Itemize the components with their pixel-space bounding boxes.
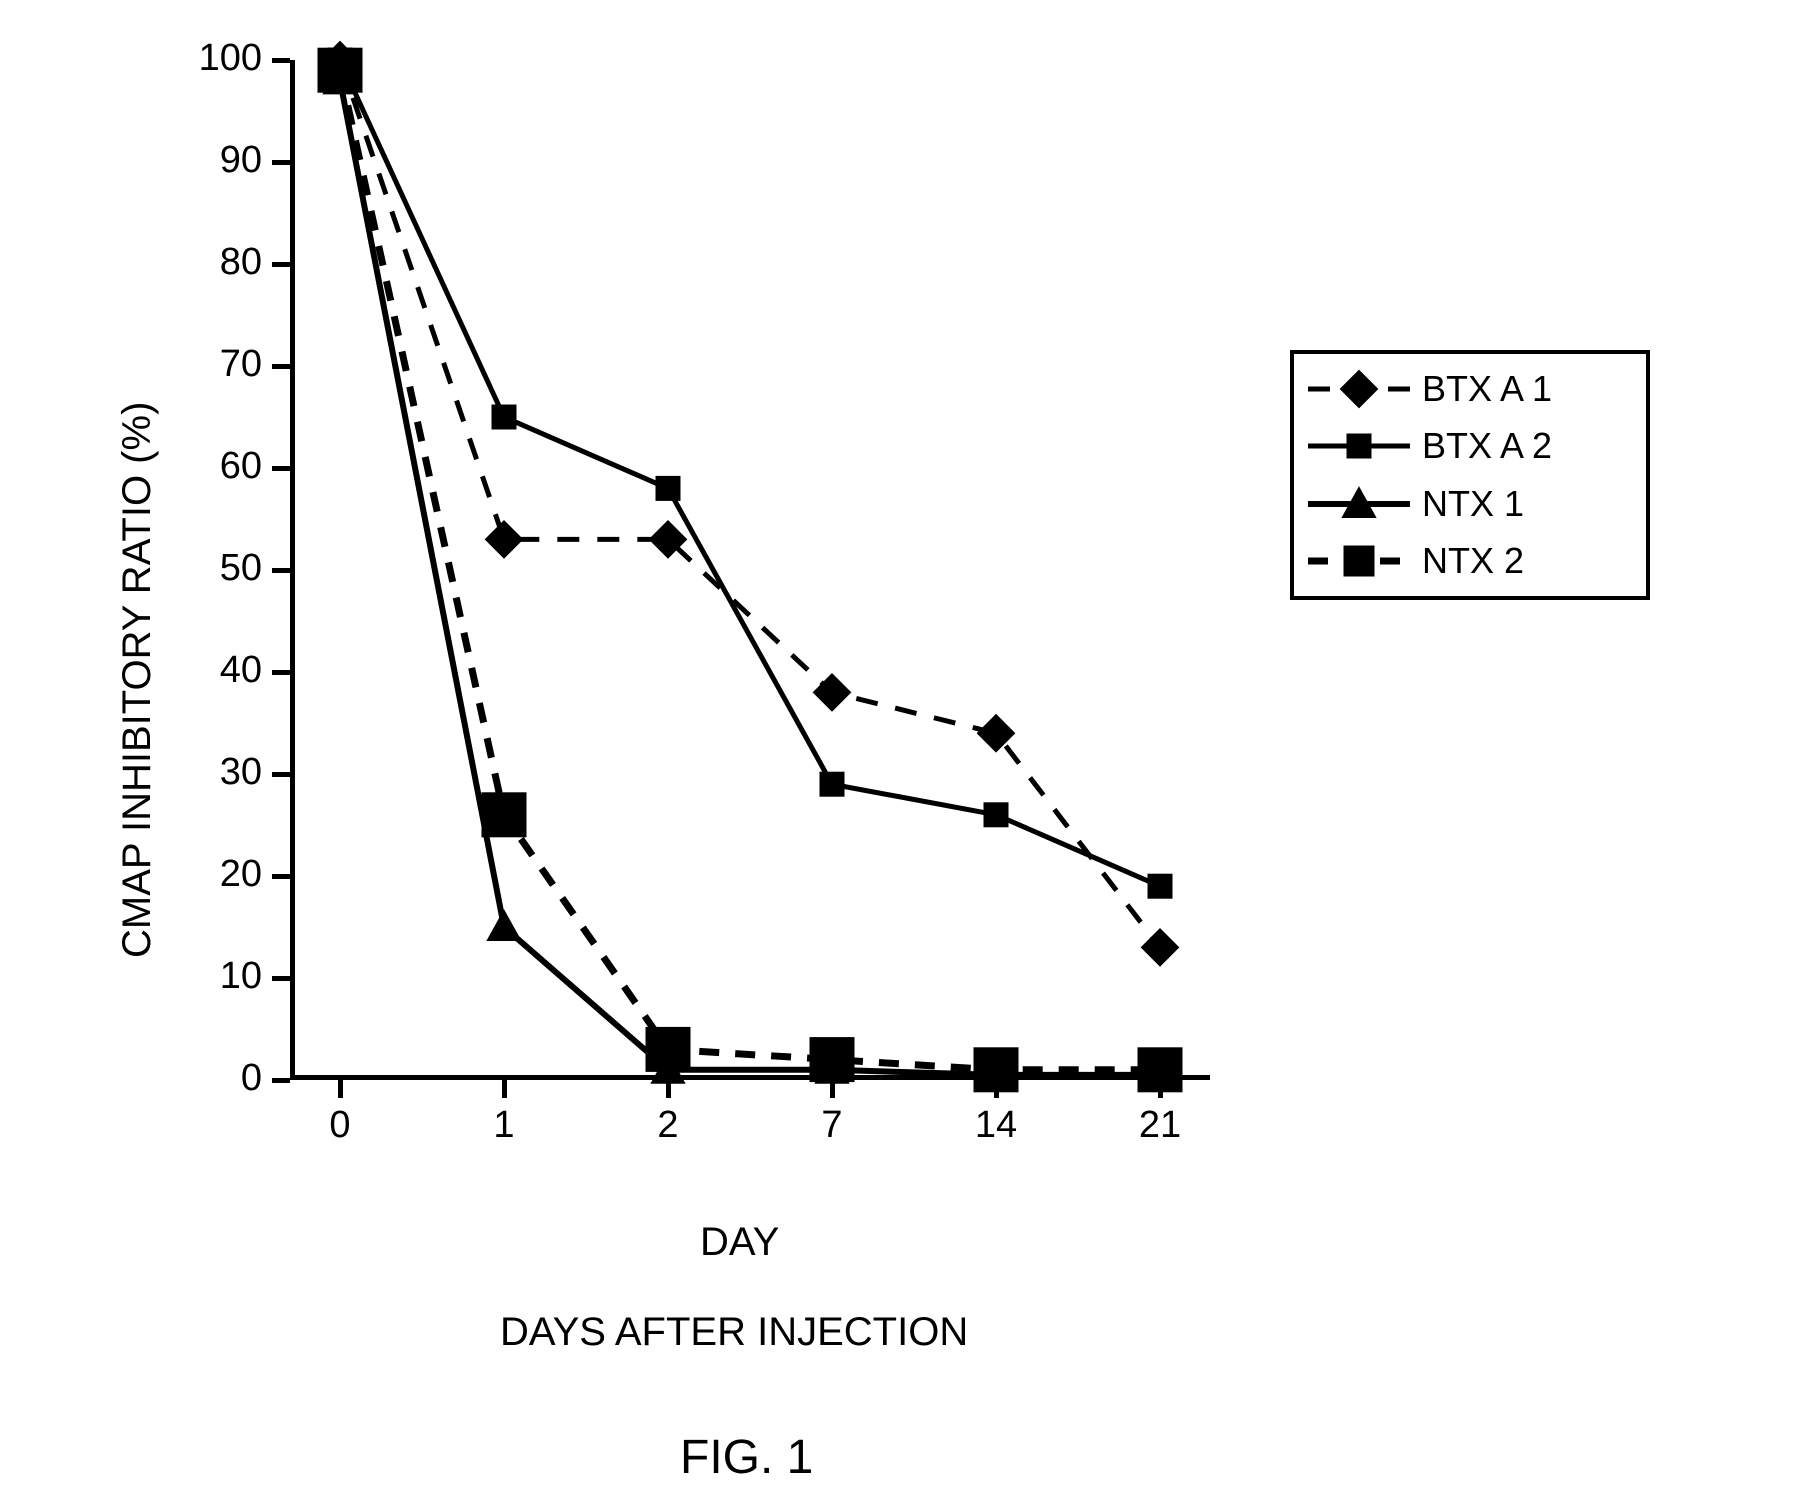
legend-label: BTX A 1 — [1422, 368, 1552, 410]
series-marker — [318, 48, 362, 92]
x-tick — [994, 1080, 999, 1098]
y-tick-label: 40 — [162, 649, 262, 692]
x-tick-label: 1 — [464, 1104, 544, 1147]
legend-label: BTX A 2 — [1422, 425, 1552, 467]
series-marker — [656, 476, 680, 500]
series-marker — [646, 1027, 690, 1071]
x-tick-label: 2 — [628, 1104, 708, 1147]
series-marker — [1141, 929, 1178, 966]
x-axis-title: DAY — [700, 1220, 779, 1265]
y-tick-label: 30 — [162, 751, 262, 794]
series-marker — [482, 793, 526, 837]
series-marker — [820, 772, 844, 796]
legend-item: BTX A 1 — [1304, 360, 1636, 418]
legend-label: NTX 2 — [1422, 540, 1524, 582]
legend-item: NTX 1 — [1304, 475, 1636, 533]
legend-item: NTX 2 — [1304, 533, 1636, 591]
series-marker — [984, 803, 1008, 827]
y-tick-label: 50 — [162, 547, 262, 590]
y-tick-label: 100 — [162, 37, 262, 80]
series-marker — [492, 405, 516, 429]
series-marker — [1148, 874, 1172, 898]
y-tick — [272, 874, 290, 879]
y-tick — [272, 364, 290, 369]
y-tick — [272, 1078, 290, 1083]
figure-caption: FIG. 1 — [680, 1430, 813, 1485]
y-tick-label: 0 — [162, 1057, 262, 1100]
y-tick — [272, 670, 290, 675]
series-marker — [810, 1038, 854, 1082]
x-tick-label: 21 — [1120, 1104, 1200, 1147]
legend-swatch — [1304, 369, 1414, 409]
legend: BTX A 1 BTX A 2 NTX 1 NTX 2 — [1290, 350, 1650, 600]
y-tick-label: 90 — [162, 139, 262, 182]
legend-item: BTX A 2 — [1304, 418, 1636, 476]
figure-page: 010203040506070809010001271421 CMAP INHI… — [0, 0, 1811, 1504]
series-line — [340, 70, 1160, 1070]
y-tick-label: 70 — [162, 343, 262, 386]
y-axis-title: CMAP INHIBITORY RATIO (%) — [115, 401, 160, 957]
legend-swatch — [1304, 426, 1414, 466]
plot-svg — [290, 60, 1210, 1080]
legend-swatch — [1304, 541, 1414, 581]
y-tick — [272, 160, 290, 165]
y-tick — [272, 262, 290, 267]
y-tick — [272, 976, 290, 981]
x-tick-label: 0 — [300, 1104, 380, 1147]
series-line — [340, 60, 1160, 886]
y-tick — [272, 466, 290, 471]
legend-swatch — [1304, 484, 1414, 524]
y-tick-label: 10 — [162, 955, 262, 998]
x-tick — [1158, 1080, 1163, 1098]
x-tick — [338, 1080, 343, 1098]
y-tick — [272, 772, 290, 777]
x-tick — [830, 1080, 835, 1098]
series-marker — [813, 674, 850, 711]
y-tick — [272, 58, 290, 63]
x-tick-label: 7 — [792, 1104, 872, 1147]
y-tick-label: 60 — [162, 445, 262, 488]
x-tick-label: 14 — [956, 1104, 1036, 1147]
series-marker — [487, 910, 521, 940]
x-tick — [666, 1080, 671, 1098]
y-tick — [272, 568, 290, 573]
y-tick-label: 20 — [162, 853, 262, 896]
legend-label: NTX 1 — [1422, 483, 1524, 525]
series-marker — [485, 521, 522, 558]
series-line — [340, 80, 1160, 1075]
chart-area: 010203040506070809010001271421 — [290, 60, 1210, 1080]
series-line — [340, 60, 1160, 947]
y-tick-label: 80 — [162, 241, 262, 284]
x-tick — [502, 1080, 507, 1098]
x-axis-subtitle: DAYS AFTER INJECTION — [500, 1310, 968, 1355]
